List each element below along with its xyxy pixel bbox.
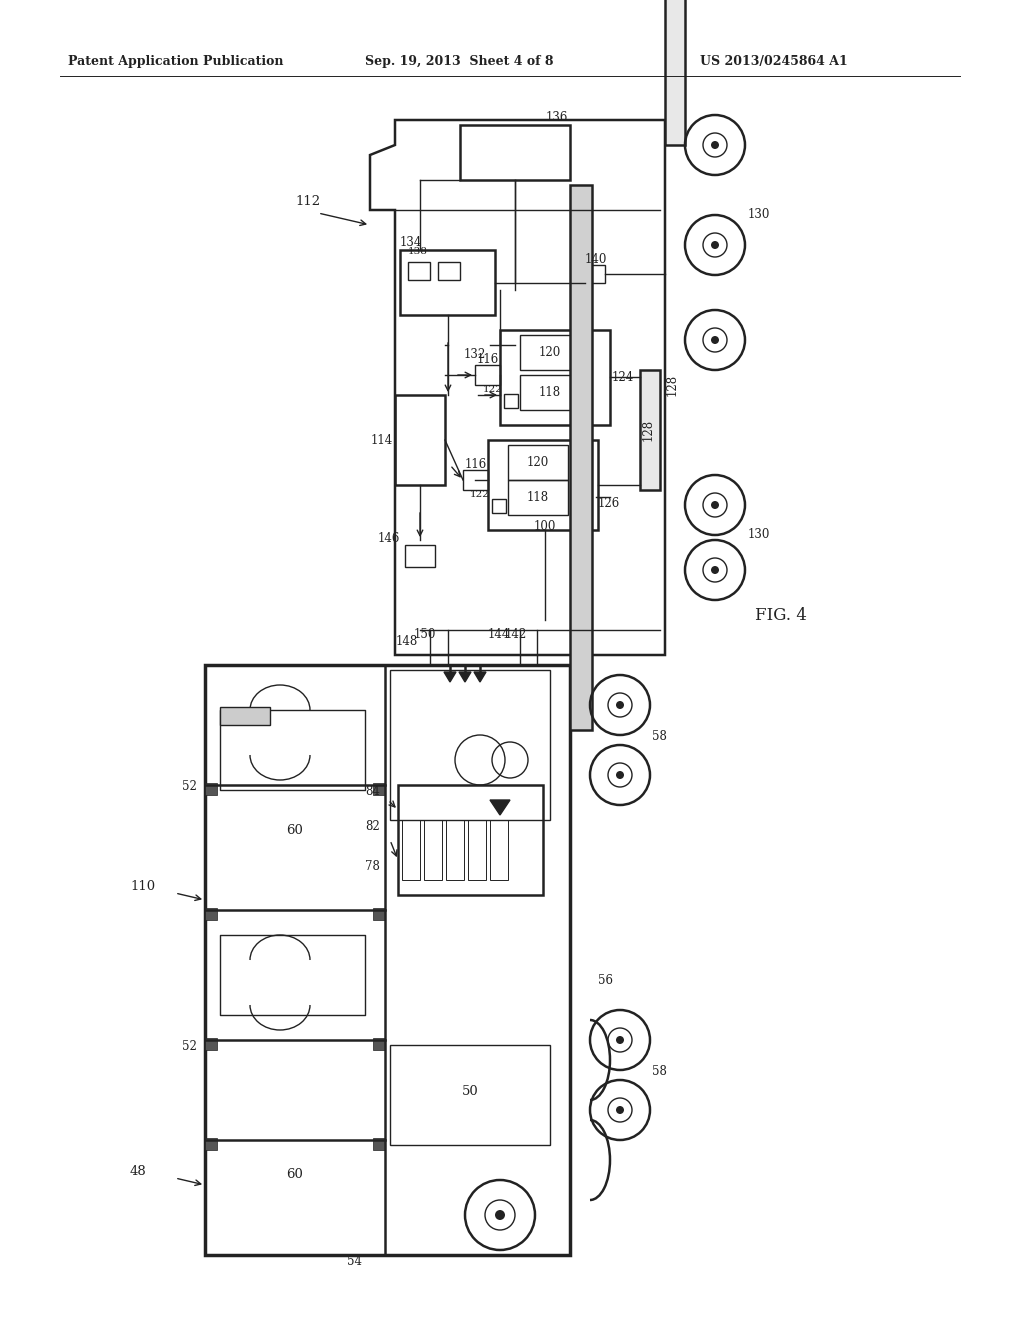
Text: 118: 118 — [539, 385, 561, 399]
Bar — [205, 1138, 217, 1150]
Bar — [492, 499, 506, 513]
Bar — [488, 440, 598, 531]
Text: 126: 126 — [598, 498, 621, 510]
Text: Patent Application Publication: Patent Application Publication — [68, 55, 284, 69]
Text: 78: 78 — [366, 861, 380, 873]
Bar — [400, 249, 495, 315]
Text: 116: 116 — [465, 458, 487, 471]
Bar — [373, 1038, 385, 1049]
Text: 60: 60 — [287, 824, 303, 837]
Bar — [205, 665, 570, 1255]
Bar — [570, 185, 592, 730]
Text: 48: 48 — [130, 1166, 146, 1177]
Polygon shape — [490, 800, 510, 814]
Text: 140: 140 — [585, 253, 607, 267]
Text: 134: 134 — [400, 236, 422, 249]
Text: 148: 148 — [395, 635, 418, 648]
Bar — [585, 265, 605, 282]
Bar — [520, 375, 580, 411]
Bar — [406, 545, 435, 568]
Text: 56: 56 — [598, 974, 613, 986]
Text: 116: 116 — [477, 352, 499, 366]
Text: 58: 58 — [652, 1065, 667, 1078]
Bar — [490, 820, 508, 880]
Text: 120: 120 — [539, 346, 561, 359]
Text: 138: 138 — [408, 247, 428, 256]
Bar — [424, 820, 442, 880]
Text: 112: 112 — [295, 195, 321, 209]
Bar — [408, 261, 430, 280]
Text: 100: 100 — [534, 520, 556, 533]
Text: 114: 114 — [371, 433, 393, 446]
Bar — [508, 445, 568, 480]
Text: 50: 50 — [462, 1085, 478, 1098]
Text: 130: 130 — [748, 528, 770, 541]
Text: 122: 122 — [470, 490, 490, 499]
Text: Sep. 19, 2013  Sheet 4 of 8: Sep. 19, 2013 Sheet 4 of 8 — [365, 55, 554, 69]
Bar — [508, 480, 568, 515]
Bar — [220, 710, 365, 789]
Text: US 2013/0245864 A1: US 2013/0245864 A1 — [700, 55, 848, 69]
Text: 58: 58 — [652, 730, 667, 743]
Bar — [395, 395, 445, 484]
Bar — [468, 820, 486, 880]
Text: 82: 82 — [366, 820, 380, 833]
Bar — [446, 820, 464, 880]
Text: 122: 122 — [483, 385, 503, 393]
Bar — [475, 366, 500, 385]
Bar — [373, 1138, 385, 1150]
Text: 128: 128 — [641, 418, 654, 441]
Text: 120: 120 — [527, 455, 549, 469]
Text: 124: 124 — [612, 371, 634, 384]
Circle shape — [711, 502, 719, 510]
Circle shape — [616, 701, 624, 709]
Text: 136: 136 — [546, 111, 568, 124]
Bar — [500, 330, 610, 425]
Text: 52: 52 — [182, 1040, 197, 1053]
Bar — [640, 370, 660, 490]
Circle shape — [711, 337, 719, 345]
Text: 150: 150 — [414, 628, 436, 642]
Bar — [665, 0, 685, 145]
Text: FIG. 4: FIG. 4 — [755, 607, 807, 624]
Bar — [390, 1045, 550, 1144]
Bar — [220, 935, 365, 1015]
Text: 142: 142 — [505, 628, 527, 642]
Polygon shape — [474, 672, 486, 682]
Text: 52: 52 — [182, 780, 197, 793]
Circle shape — [616, 1036, 624, 1044]
Text: 144: 144 — [487, 628, 510, 642]
Circle shape — [711, 141, 719, 149]
Bar — [373, 908, 385, 920]
Bar — [205, 1038, 217, 1049]
Text: 130: 130 — [748, 209, 770, 222]
Bar — [520, 335, 580, 370]
Bar — [390, 671, 550, 820]
Bar — [373, 783, 385, 795]
Bar — [398, 785, 543, 895]
Bar — [460, 125, 570, 180]
Bar — [220, 708, 270, 725]
Bar — [402, 820, 420, 880]
Circle shape — [616, 1106, 624, 1114]
Polygon shape — [444, 672, 456, 682]
Text: 146: 146 — [378, 532, 400, 545]
Bar — [438, 261, 460, 280]
Text: 118: 118 — [527, 491, 549, 504]
Circle shape — [616, 771, 624, 779]
Text: 60: 60 — [287, 1168, 303, 1181]
Polygon shape — [459, 672, 471, 682]
Circle shape — [711, 566, 719, 574]
Text: 132: 132 — [464, 348, 486, 360]
Circle shape — [711, 242, 719, 249]
Text: 128: 128 — [666, 374, 679, 396]
Bar — [205, 908, 217, 920]
Text: 110: 110 — [130, 880, 155, 894]
Bar — [463, 470, 488, 490]
Bar — [205, 783, 217, 795]
Text: 54: 54 — [347, 1255, 362, 1269]
Text: 84: 84 — [366, 785, 380, 799]
Bar — [504, 393, 518, 408]
Circle shape — [495, 1210, 505, 1220]
